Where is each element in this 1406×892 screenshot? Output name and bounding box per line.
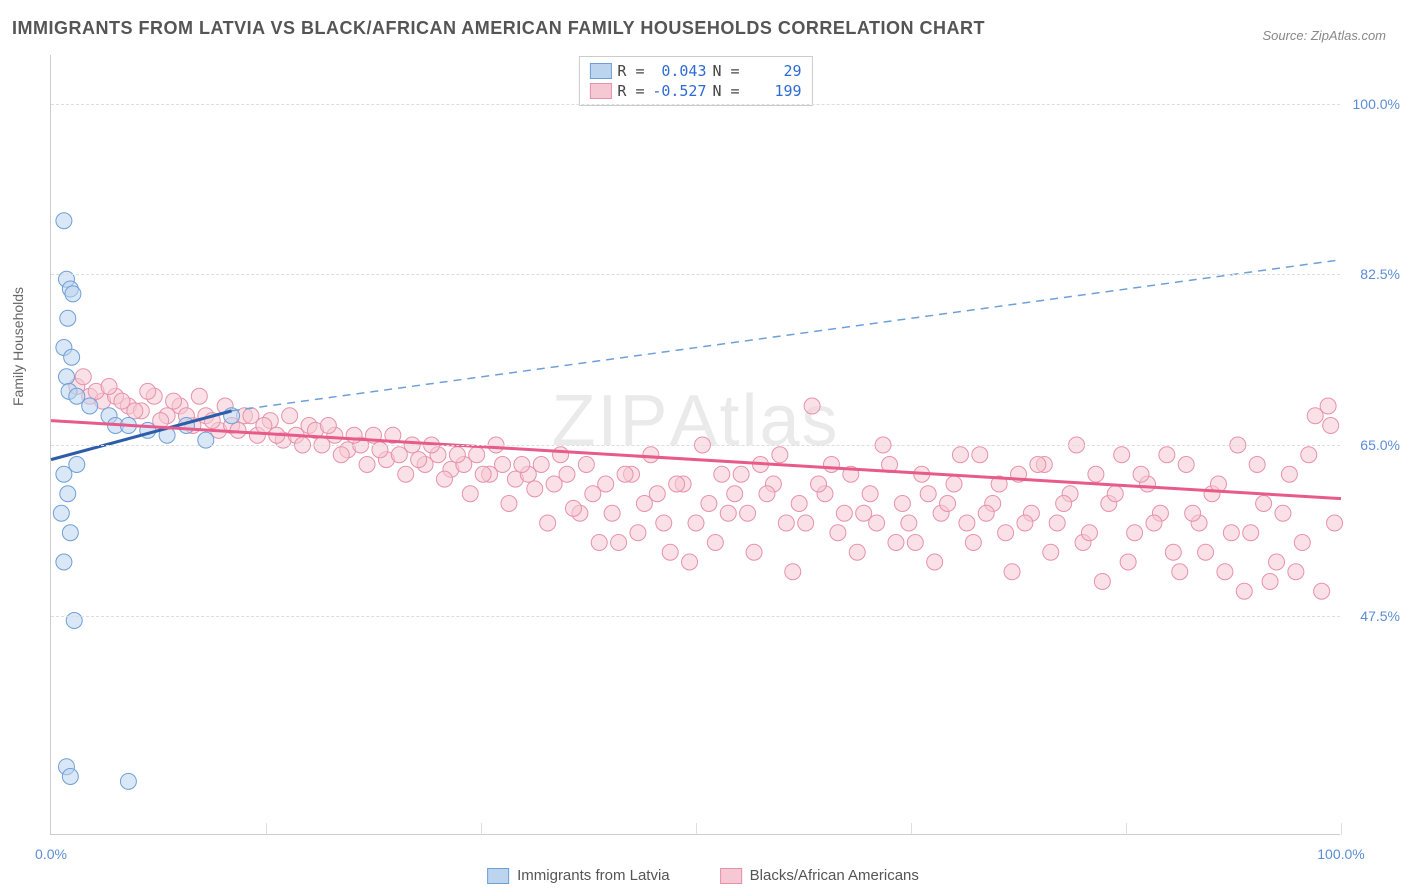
chart-title: IMMIGRANTS FROM LATVIA VS BLACK/AFRICAN … bbox=[12, 18, 985, 39]
swatch-black-icon bbox=[720, 868, 742, 884]
value-r-latvia: 0.043 bbox=[651, 62, 707, 80]
y-tick-label: 65.0% bbox=[1360, 437, 1400, 453]
label-n: N = bbox=[713, 82, 740, 100]
swatch-latvia-icon bbox=[487, 868, 509, 884]
stats-row-latvia: R = 0.043 N = 29 bbox=[589, 61, 801, 81]
plot-area: ZIPAtlas R = 0.043 N = 29 R = -0.527 N =… bbox=[50, 55, 1340, 835]
swatch-black bbox=[589, 83, 611, 99]
value-n-latvia: 29 bbox=[746, 62, 802, 80]
legend-label-black: Blacks/African Americans bbox=[750, 867, 919, 884]
legend-label-latvia: Immigrants from Latvia bbox=[517, 867, 670, 884]
y-tick-label: 82.5% bbox=[1360, 266, 1400, 282]
stats-row-black: R = -0.527 N = 199 bbox=[589, 81, 801, 101]
swatch-latvia bbox=[589, 63, 611, 79]
x-tick-label: 100.0% bbox=[1317, 846, 1364, 862]
label-r: R = bbox=[617, 82, 644, 100]
x-tick-label: 0.0% bbox=[35, 846, 67, 862]
label-r: R = bbox=[617, 62, 644, 80]
y-tick-label: 47.5% bbox=[1360, 608, 1400, 624]
stats-box: R = 0.043 N = 29 R = -0.527 N = 199 bbox=[578, 56, 812, 106]
source-attribution: Source: ZipAtlas.com bbox=[1262, 28, 1386, 43]
y-axis-title: Family Households bbox=[10, 287, 26, 406]
chart-container: IMMIGRANTS FROM LATVIA VS BLACK/AFRICAN … bbox=[0, 0, 1406, 892]
value-n-black: 199 bbox=[746, 82, 802, 100]
value-r-black: -0.527 bbox=[651, 82, 707, 100]
bottom-legend: Immigrants from Latvia Blacks/African Am… bbox=[487, 867, 919, 884]
y-tick-label: 100.0% bbox=[1353, 96, 1400, 112]
legend-item-black: Blacks/African Americans bbox=[720, 867, 919, 884]
legend-item-latvia: Immigrants from Latvia bbox=[487, 867, 670, 884]
label-n: N = bbox=[713, 62, 740, 80]
